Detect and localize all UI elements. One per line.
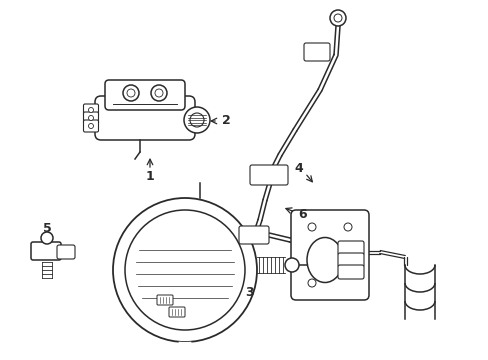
- Circle shape: [155, 89, 163, 97]
- Circle shape: [329, 10, 346, 26]
- Text: 6: 6: [298, 207, 306, 220]
- Text: 2: 2: [221, 114, 230, 127]
- Circle shape: [151, 85, 167, 101]
- Circle shape: [285, 258, 298, 272]
- FancyBboxPatch shape: [337, 253, 363, 267]
- FancyBboxPatch shape: [83, 112, 98, 124]
- Circle shape: [307, 279, 315, 287]
- FancyBboxPatch shape: [239, 226, 268, 244]
- FancyBboxPatch shape: [31, 242, 61, 260]
- Circle shape: [183, 107, 209, 133]
- Circle shape: [88, 123, 93, 129]
- Circle shape: [343, 223, 351, 231]
- Text: 4: 4: [294, 162, 303, 175]
- FancyBboxPatch shape: [337, 241, 363, 255]
- Circle shape: [190, 113, 203, 127]
- FancyBboxPatch shape: [57, 245, 75, 259]
- FancyBboxPatch shape: [157, 295, 173, 305]
- FancyBboxPatch shape: [83, 120, 98, 132]
- Circle shape: [123, 85, 139, 101]
- Circle shape: [88, 116, 93, 121]
- FancyBboxPatch shape: [304, 43, 329, 61]
- FancyBboxPatch shape: [105, 80, 184, 110]
- Circle shape: [113, 198, 257, 342]
- Circle shape: [88, 108, 93, 112]
- Circle shape: [125, 210, 244, 330]
- Text: 3: 3: [245, 285, 254, 298]
- Text: 5: 5: [42, 221, 51, 234]
- Text: 1: 1: [145, 171, 154, 184]
- Ellipse shape: [306, 238, 342, 283]
- FancyBboxPatch shape: [249, 165, 287, 185]
- FancyBboxPatch shape: [337, 265, 363, 279]
- FancyBboxPatch shape: [290, 210, 368, 300]
- Circle shape: [307, 223, 315, 231]
- Circle shape: [41, 232, 53, 244]
- Circle shape: [127, 89, 135, 97]
- Circle shape: [333, 14, 341, 22]
- FancyBboxPatch shape: [169, 307, 184, 317]
- FancyBboxPatch shape: [95, 96, 195, 140]
- FancyBboxPatch shape: [83, 104, 98, 116]
